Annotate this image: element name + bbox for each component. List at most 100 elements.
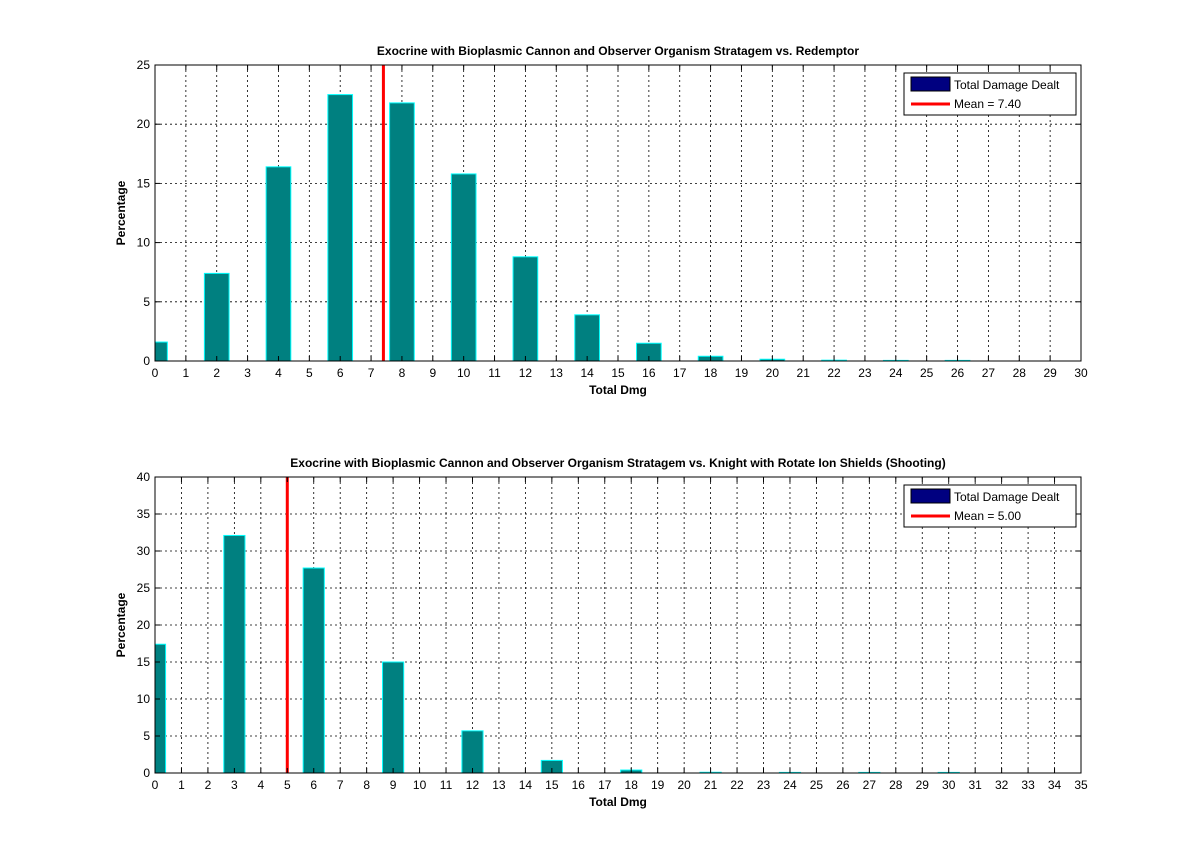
x-tick-label: 7 bbox=[368, 366, 375, 380]
bar bbox=[154, 341, 168, 362]
x-tick-label: 27 bbox=[863, 778, 877, 792]
x-tick-label: 4 bbox=[275, 366, 282, 380]
x-tick-label: 28 bbox=[889, 778, 903, 792]
x-tick-label: 6 bbox=[337, 366, 344, 380]
x-tick-label: 16 bbox=[572, 778, 586, 792]
chart-1: 0 1 2 3 4 5 6 7 8 9 10 11 12 13 14 15 16 17 18 19 20 21 22 23 24… bbox=[114, 44, 1088, 397]
legend: Total Damage Dealt Mean = 7.40 bbox=[903, 72, 1077, 116]
x-tick-label: 29 bbox=[1043, 366, 1057, 380]
legend-mean-label: Mean = 7.40 bbox=[954, 97, 1021, 111]
x-tick-label: 14 bbox=[580, 366, 594, 380]
x-tick-label: 30 bbox=[1074, 366, 1088, 380]
y-tick-label: 10 bbox=[137, 692, 151, 706]
y-tick-label: 30 bbox=[137, 544, 151, 558]
x-tick-label: 5 bbox=[306, 366, 313, 380]
bar bbox=[265, 166, 292, 362]
x-tick-label: 2 bbox=[205, 778, 212, 792]
bar bbox=[461, 730, 484, 774]
x-tick-label: 35 bbox=[1074, 778, 1088, 792]
x-tick-label: 6 bbox=[310, 778, 317, 792]
bar bbox=[302, 567, 325, 774]
x-tick-label: 14 bbox=[519, 778, 533, 792]
y-tick-label: 40 bbox=[137, 470, 151, 484]
x-tick-label: 1 bbox=[183, 366, 190, 380]
x-tick-label: 10 bbox=[413, 778, 427, 792]
legend-bar-label: Total Damage Dealt bbox=[954, 490, 1060, 504]
x-axis-label: Total Dmg bbox=[589, 383, 647, 397]
x-tick-label: 17 bbox=[598, 778, 612, 792]
legend-bar-swatch bbox=[910, 76, 951, 92]
bar bbox=[574, 314, 600, 362]
x-tick-label: 4 bbox=[257, 778, 264, 792]
x-tick-label: 9 bbox=[390, 778, 397, 792]
x-tick-label: 1 bbox=[178, 778, 185, 792]
x-tick-label: 0 bbox=[152, 778, 159, 792]
bar bbox=[450, 173, 477, 362]
y-tick-label: 0 bbox=[143, 766, 150, 780]
y-tick-label: 25 bbox=[137, 58, 151, 72]
x-tick-label: 15 bbox=[545, 778, 559, 792]
y-tick-label: 20 bbox=[137, 618, 151, 632]
x-tick-label: 13 bbox=[550, 366, 564, 380]
bar bbox=[512, 256, 539, 362]
x-tick-label: 12 bbox=[466, 778, 480, 792]
x-tick-label: 12 bbox=[519, 366, 533, 380]
bar bbox=[382, 661, 405, 774]
bar bbox=[203, 272, 230, 362]
bar bbox=[327, 94, 354, 362]
x-tick-label: 34 bbox=[1048, 778, 1062, 792]
x-tick-label: 8 bbox=[399, 366, 406, 380]
x-tick-label: 25 bbox=[810, 778, 824, 792]
x-tick-label: 11 bbox=[488, 366, 501, 380]
y-tick-label: 10 bbox=[137, 236, 151, 250]
x-tick-label: 3 bbox=[244, 366, 251, 380]
legend-bar-label: Total Damage Dealt bbox=[954, 78, 1060, 92]
x-tick-label: 18 bbox=[625, 778, 639, 792]
y-tick-label: 15 bbox=[137, 655, 151, 669]
x-tick-label: 26 bbox=[836, 778, 850, 792]
x-tick-label: 8 bbox=[363, 778, 370, 792]
x-tick-label: 31 bbox=[968, 778, 982, 792]
y-tick-label: 25 bbox=[137, 581, 151, 595]
x-tick-label: 11 bbox=[440, 778, 453, 792]
x-tick-label: 5 bbox=[284, 778, 291, 792]
x-tick-label: 18 bbox=[704, 366, 718, 380]
y-tick-label: 5 bbox=[143, 295, 150, 309]
x-tick-label: 13 bbox=[492, 778, 506, 792]
y-axis-label: Percentage bbox=[114, 180, 128, 245]
x-tick-label: 15 bbox=[611, 366, 625, 380]
x-tick-label: 17 bbox=[673, 366, 687, 380]
x-tick-label: 10 bbox=[457, 366, 471, 380]
x-tick-label: 28 bbox=[1013, 366, 1027, 380]
x-tick-label: 0 bbox=[152, 366, 159, 380]
x-tick-label: 2 bbox=[213, 366, 220, 380]
legend: Total Damage Dealt Mean = 5.00 bbox=[903, 484, 1077, 528]
chart-title: Exocrine with Bioplasmic Cannon and Obse… bbox=[290, 456, 945, 470]
x-tick-label: 29 bbox=[916, 778, 930, 792]
x-tick-label: 22 bbox=[827, 366, 841, 380]
x-tick-label: 33 bbox=[1021, 778, 1035, 792]
bar bbox=[389, 102, 415, 362]
legend-bar-swatch bbox=[910, 488, 951, 504]
x-tick-label: 24 bbox=[889, 366, 903, 380]
y-tick-label: 15 bbox=[137, 176, 151, 190]
x-tick-label: 23 bbox=[858, 366, 872, 380]
x-tick-label: 22 bbox=[730, 778, 744, 792]
x-tick-label: 21 bbox=[704, 778, 718, 792]
y-tick-label: 5 bbox=[143, 729, 150, 743]
x-tick-label: 32 bbox=[995, 778, 1009, 792]
bar bbox=[223, 534, 246, 774]
y-tick-label: 35 bbox=[137, 507, 151, 521]
x-tick-label: 30 bbox=[942, 778, 956, 792]
x-tick-label: 19 bbox=[651, 778, 665, 792]
x-tick-label: 9 bbox=[429, 366, 436, 380]
x-tick-label: 26 bbox=[951, 366, 965, 380]
x-tick-label: 19 bbox=[735, 366, 749, 380]
x-axis-label: Total Dmg bbox=[589, 795, 647, 809]
x-tick-label: 20 bbox=[677, 778, 691, 792]
legend-mean-label: Mean = 5.00 bbox=[954, 509, 1021, 523]
x-tick-label: 7 bbox=[337, 778, 344, 792]
x-tick-label: 25 bbox=[920, 366, 934, 380]
y-tick-label: 20 bbox=[137, 117, 151, 131]
y-axis-label: Percentage bbox=[114, 592, 128, 657]
